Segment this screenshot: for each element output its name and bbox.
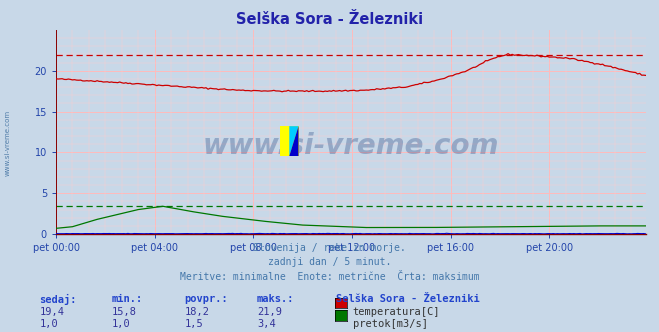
- Text: Meritve: minimalne  Enote: metrične  Črta: maksimum: Meritve: minimalne Enote: metrične Črta:…: [180, 272, 479, 282]
- Text: 18,2: 18,2: [185, 307, 210, 317]
- Text: maks.:: maks.:: [257, 294, 295, 304]
- Polygon shape: [289, 126, 299, 156]
- Text: temperatura[C]: temperatura[C]: [353, 307, 440, 317]
- Text: 1,5: 1,5: [185, 319, 203, 329]
- Text: 1,0: 1,0: [112, 319, 130, 329]
- Text: pretok[m3/s]: pretok[m3/s]: [353, 319, 428, 329]
- Text: www.si-vreme.com: www.si-vreme.com: [5, 110, 11, 176]
- Text: 3,4: 3,4: [257, 319, 275, 329]
- Polygon shape: [289, 126, 299, 156]
- Text: Selška Sora - Železniki: Selška Sora - Železniki: [336, 294, 480, 304]
- Text: min.:: min.:: [112, 294, 143, 304]
- Text: Slovenija / reke in morje.: Slovenija / reke in morje.: [253, 243, 406, 253]
- Text: Selška Sora - Železniki: Selška Sora - Železniki: [236, 12, 423, 27]
- Text: 1,0: 1,0: [40, 319, 58, 329]
- Text: 21,9: 21,9: [257, 307, 282, 317]
- Text: www.si-vreme.com: www.si-vreme.com: [203, 132, 499, 160]
- Text: 15,8: 15,8: [112, 307, 137, 317]
- Text: povpr.:: povpr.:: [185, 294, 228, 304]
- Text: 19,4: 19,4: [40, 307, 65, 317]
- Text: zadnji dan / 5 minut.: zadnji dan / 5 minut.: [268, 257, 391, 267]
- Text: sedaj:: sedaj:: [40, 294, 77, 305]
